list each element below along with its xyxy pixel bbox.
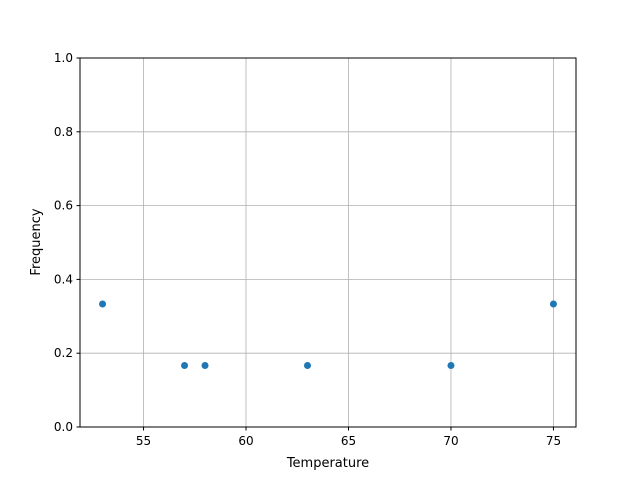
points (99, 300, 557, 369)
x-tick-label: 55 (136, 434, 151, 448)
data-point (549, 300, 557, 308)
plot-area-frame (79, 57, 577, 428)
y-tick-label: 0.0 (54, 420, 73, 434)
x-axis-label: Temperature (286, 456, 369, 471)
y-tick-label: 0.8 (54, 125, 73, 139)
data-point (447, 361, 455, 369)
y-axis-label: Frequency (29, 208, 44, 275)
data-point (304, 361, 312, 369)
data-point (181, 361, 189, 369)
data-point (201, 361, 209, 369)
y-tick-label: 1.0 (54, 51, 73, 65)
x-tick-label: 70 (443, 434, 458, 448)
data-point (99, 300, 107, 308)
x-tick-label: 75 (546, 434, 561, 448)
y-tick-label: 0.6 (54, 199, 73, 213)
x-tick-label: 60 (238, 434, 253, 448)
grid (80, 57, 576, 428)
y-tick-label: 0.4 (54, 272, 73, 286)
y-tick-label: 0.2 (54, 346, 73, 360)
ticks: 55 60 65 70 75 0.0 0.2 0.4 0.6 0.8 1.0 (54, 51, 561, 448)
x-tick-label: 65 (341, 434, 356, 448)
